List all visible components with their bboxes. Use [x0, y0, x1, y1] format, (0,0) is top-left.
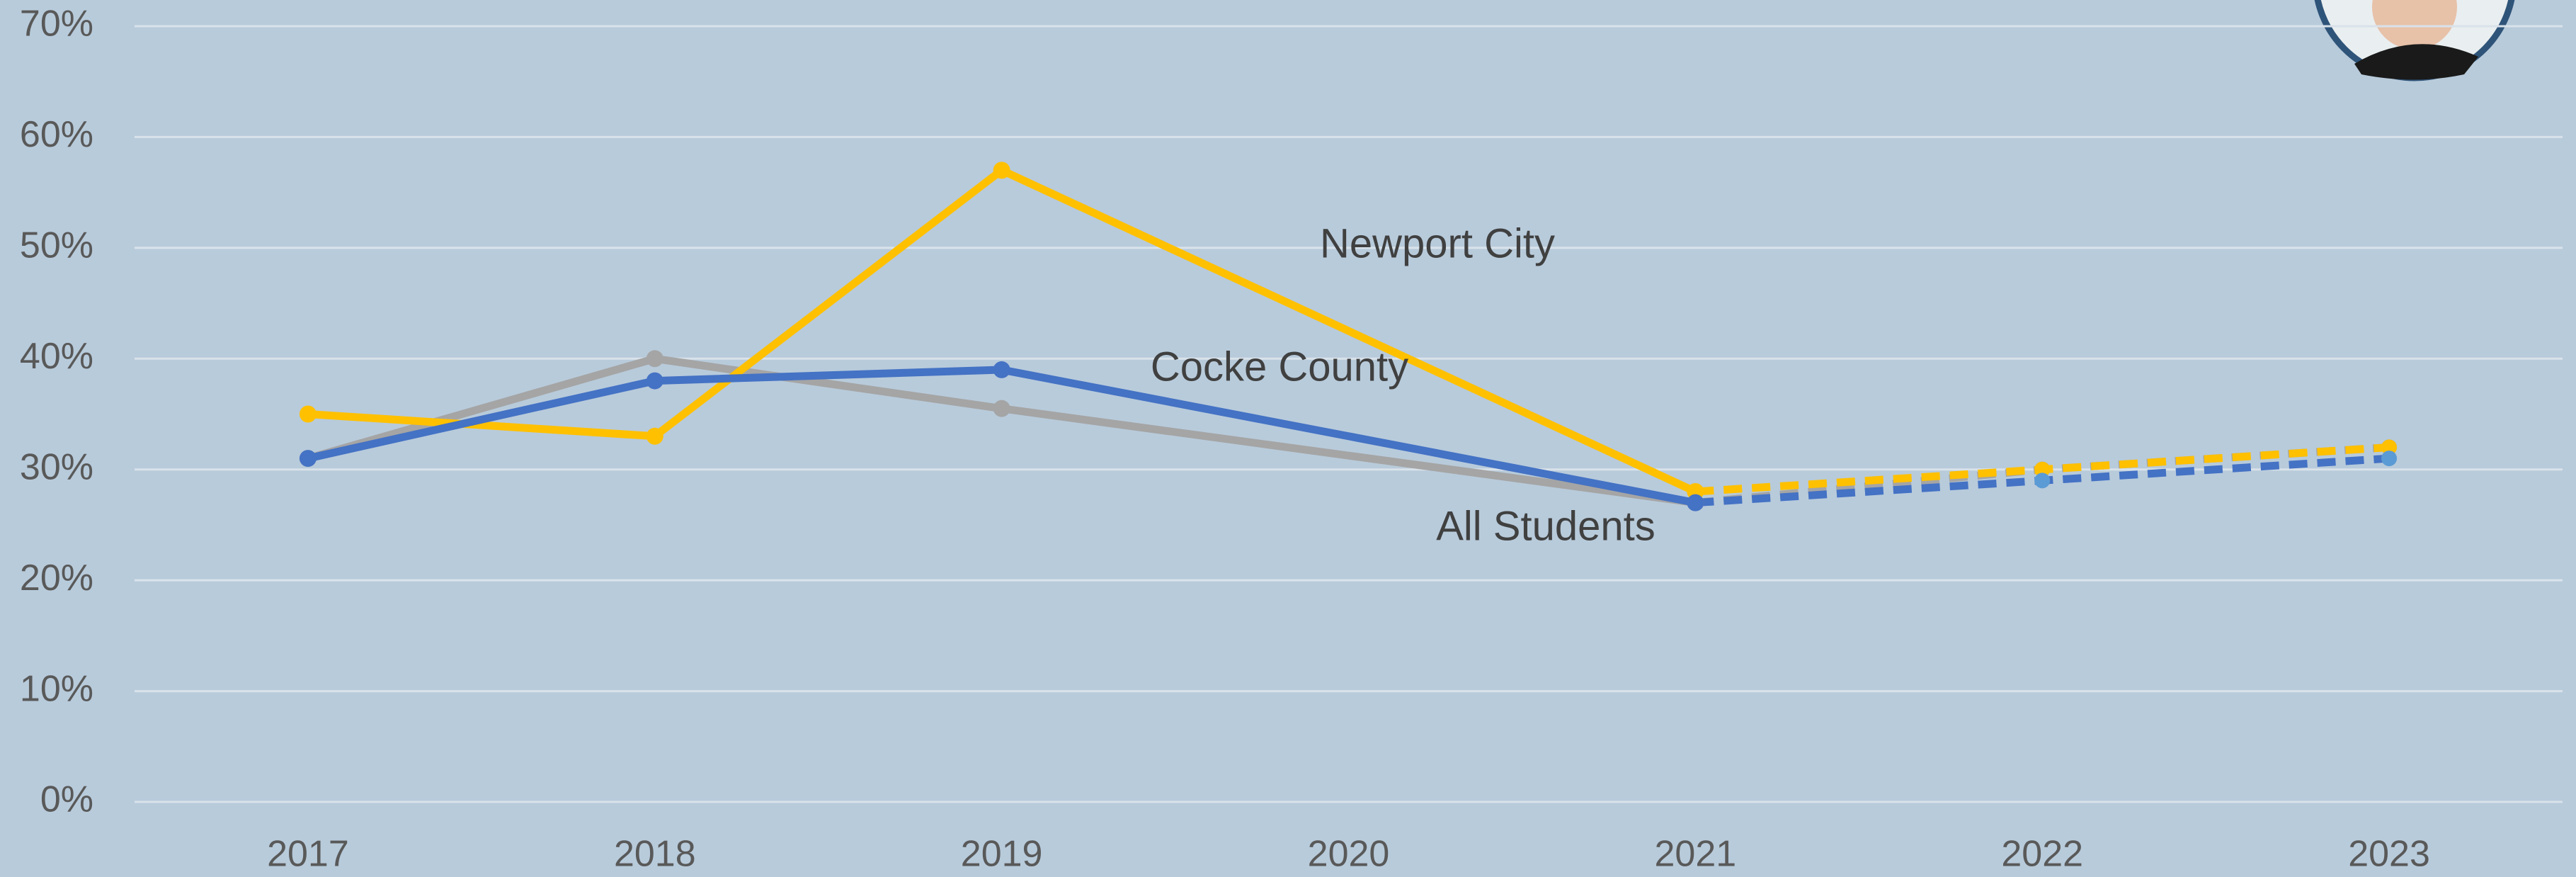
- y-tick-label: 0%: [40, 779, 93, 820]
- projection-point: [2034, 461, 2051, 477]
- photo-clothes: [2354, 44, 2478, 80]
- projection-point: [2381, 439, 2398, 456]
- projection-point: [2381, 451, 2398, 467]
- y-tick-label: 60%: [20, 114, 93, 155]
- y-tick-label: 70%: [20, 4, 93, 45]
- x-tick-label: 2023: [2348, 834, 2430, 875]
- x-tick-label: 2021: [1655, 834, 1737, 875]
- point: [299, 405, 317, 423]
- series-line: [307, 354, 1697, 507]
- point: [993, 162, 1010, 179]
- x-tick-label: 2020: [1308, 834, 1390, 875]
- x-tick-label: 2018: [614, 834, 696, 875]
- series-label: Newport City: [1320, 220, 1555, 266]
- point: [299, 450, 317, 468]
- photo-face: [2372, 0, 2457, 50]
- point: [1687, 494, 1704, 511]
- y-tick-label: 20%: [20, 558, 93, 599]
- x-tick-label: 2019: [961, 834, 1043, 875]
- series-line: [307, 366, 1697, 507]
- photo: [2314, 0, 2515, 81]
- series-line: [307, 166, 1697, 495]
- point: [646, 372, 663, 390]
- y-tick-label: 10%: [20, 668, 93, 709]
- y-tick-label: 30%: [20, 446, 93, 487]
- x-tick-label: 2022: [2001, 834, 2083, 875]
- series-label: Cocke County: [1151, 344, 1408, 390]
- point: [993, 400, 1010, 417]
- series-label: All Students: [1436, 503, 1655, 549]
- y-tick-label: 40%: [20, 336, 93, 377]
- y-tick-label: 50%: [20, 225, 93, 266]
- x-tick-label: 2017: [267, 834, 349, 875]
- point: [993, 361, 1010, 378]
- point: [646, 350, 663, 368]
- point: [646, 427, 663, 445]
- projection-point: [2034, 473, 2051, 489]
